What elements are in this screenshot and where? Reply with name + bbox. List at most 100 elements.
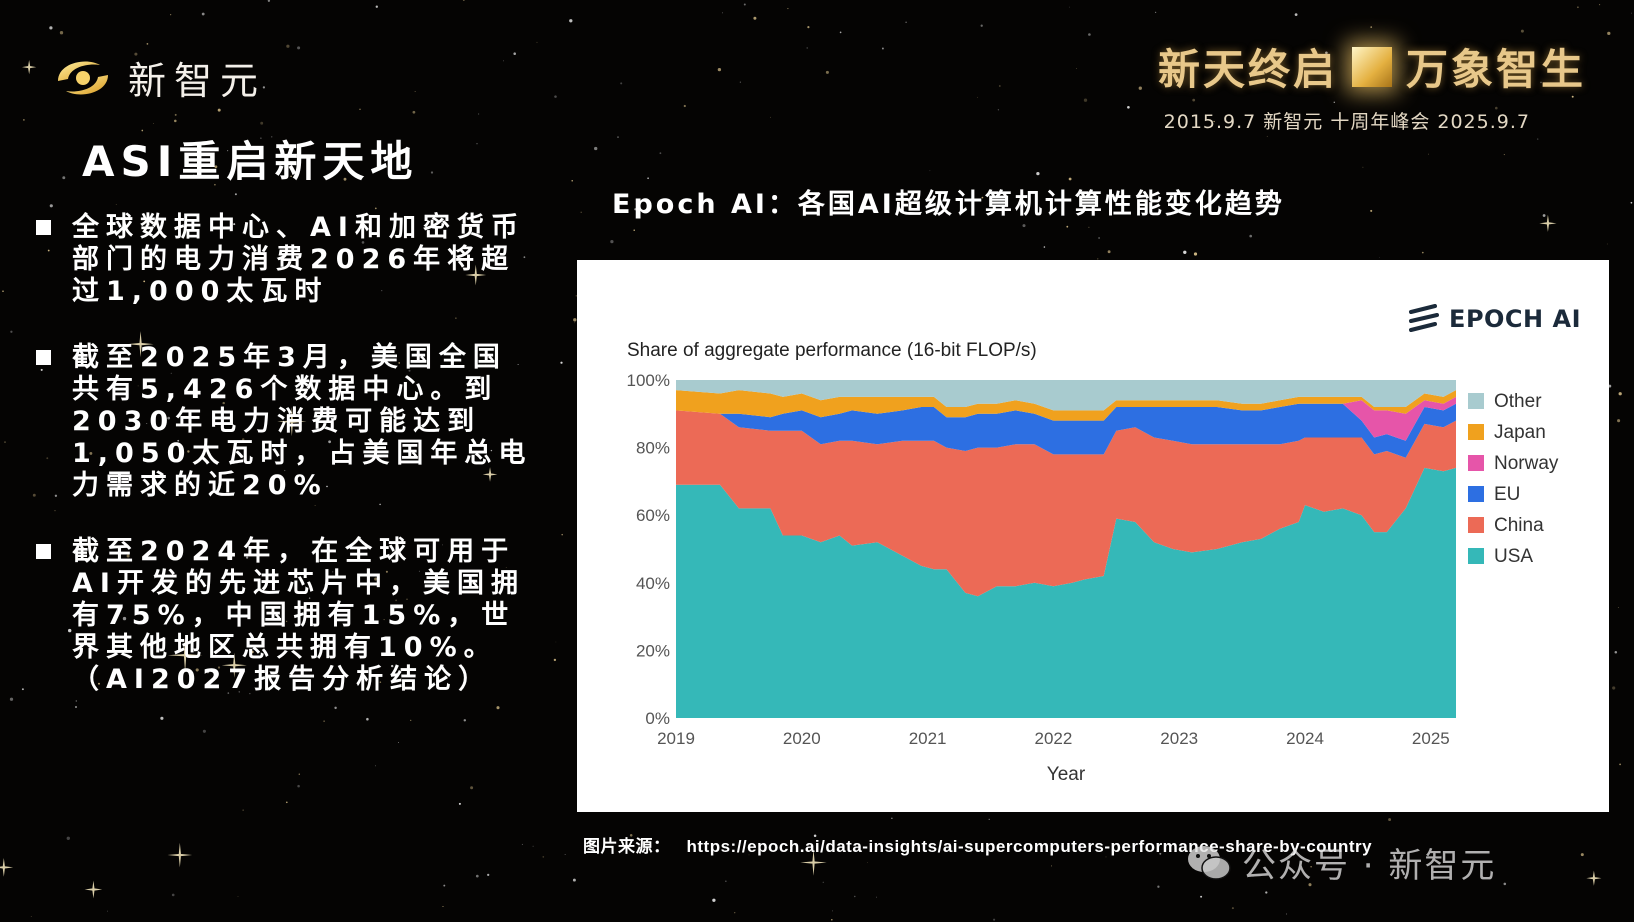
star (1213, 120, 1215, 123)
x-tick-label: 2021 (909, 729, 947, 748)
bullet-text: 截至2024年，在全球可用于AI开发的先进芯片中，美国拥有75%，中国拥有15%… (72, 536, 525, 695)
wechat-icon (1188, 845, 1231, 880)
star (375, 5, 378, 8)
x-tick-label: 2024 (1286, 729, 1324, 748)
area-series-usa (676, 467, 1456, 718)
star (170, 372, 172, 374)
star (1617, 606, 1619, 609)
star (929, 170, 931, 172)
star (1200, 895, 1203, 898)
star (1138, 86, 1142, 90)
star (286, 44, 290, 48)
y-tick-label: 60% (636, 506, 670, 525)
star (343, 177, 347, 181)
star (1231, 907, 1234, 910)
x-axis-title: Year (1047, 764, 1086, 785)
star (1097, 258, 1099, 260)
star (408, 369, 411, 372)
star (134, 62, 136, 64)
star (993, 918, 996, 921)
star (222, 401, 225, 405)
star (426, 249, 429, 251)
legend-item-norway: Norway (1468, 453, 1559, 474)
star (831, 919, 833, 921)
star (285, 801, 288, 804)
sparkle-star (0, 858, 14, 877)
bullet-square-icon (36, 220, 51, 235)
star (443, 884, 446, 887)
x-tick-label: 2025 (1412, 729, 1450, 748)
star (412, 110, 416, 114)
star (517, 364, 519, 366)
star (470, 786, 474, 790)
star (722, 12, 724, 14)
star (1428, 153, 1429, 155)
star (430, 171, 434, 174)
star (91, 612, 93, 614)
star (1294, 13, 1298, 16)
sparkle-star (482, 467, 498, 482)
star (366, 717, 369, 721)
star (574, 322, 576, 324)
star (449, 412, 452, 415)
star (1088, 226, 1090, 228)
star (1614, 650, 1618, 654)
star (398, 742, 399, 743)
legend-label: USA (1494, 546, 1533, 567)
star (521, 843, 523, 845)
star (1249, 234, 1253, 238)
bullet-item: 截至2024年，在全球可用于AI开发的先进芯片中，美国拥有75%，中国拥有15%… (34, 536, 534, 696)
star (141, 129, 144, 132)
star (1495, 106, 1498, 110)
star (137, 385, 139, 387)
star (361, 241, 365, 244)
star (1183, 250, 1187, 254)
wechat-watermark: 公众号 · 新智元 (1186, 838, 1496, 887)
star (560, 361, 563, 364)
sparkle-star (167, 637, 203, 673)
star (323, 720, 325, 722)
star (634, 208, 637, 211)
legend-item-china: China (1468, 515, 1544, 536)
event-subtitle: 2015.9.7 新智元 十周年峰会 2025.9.7 (1163, 111, 1530, 133)
star (171, 893, 175, 897)
star (1503, 882, 1507, 886)
star (1571, 95, 1574, 98)
area-series-other (676, 380, 1456, 411)
star (442, 905, 444, 908)
star (1608, 384, 1612, 388)
star (227, 150, 229, 152)
star (981, 196, 984, 199)
star (326, 485, 328, 488)
star (610, 239, 614, 244)
star (126, 554, 130, 558)
star (478, 113, 480, 115)
star (398, 362, 401, 364)
star (32, 493, 36, 497)
legend-swatch (1468, 455, 1484, 471)
star (712, 898, 716, 902)
star (160, 716, 164, 720)
star (1388, 818, 1392, 822)
sparkle-star (277, 407, 307, 437)
star (237, 896, 239, 898)
star (1159, 852, 1162, 855)
legend-swatch (1468, 548, 1484, 564)
star (647, 177, 649, 180)
star (1098, 237, 1101, 239)
star (4, 441, 6, 443)
star (503, 60, 504, 62)
star (1241, 191, 1244, 194)
x-tick-label: 2023 (1160, 729, 1198, 748)
star (297, 784, 300, 788)
star (523, 256, 526, 259)
star (134, 52, 138, 56)
star (1076, 68, 1077, 69)
event-banner: 新天终启 万象智生 2015.9.7 新智元 十周年峰会 2025.9.7 (1158, 36, 1586, 134)
star (905, 21, 907, 23)
star (753, 16, 757, 20)
star (822, 881, 824, 883)
star (1066, 225, 1069, 228)
star (881, 47, 884, 50)
star (532, 845, 534, 847)
